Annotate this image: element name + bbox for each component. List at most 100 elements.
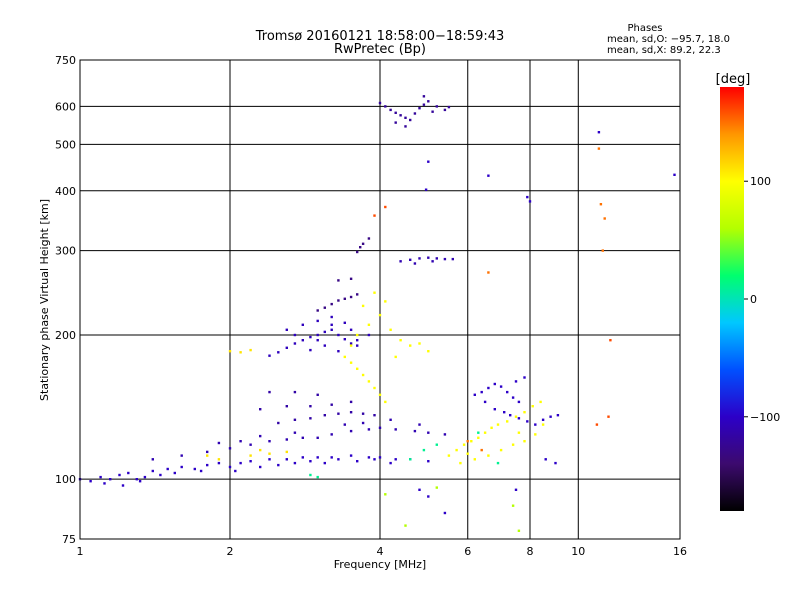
- x-tick-label: 6: [464, 545, 471, 558]
- echo-point: [477, 436, 480, 439]
- echo-point: [285, 458, 288, 461]
- echo-point: [343, 355, 346, 359]
- echo-point: [523, 411, 526, 414]
- echo-point: [373, 386, 376, 390]
- echo-point: [309, 473, 312, 477]
- echo-point: [367, 456, 371, 459]
- echo-point: [378, 101, 382, 105]
- echo-point: [206, 463, 209, 467]
- echo-point: [427, 495, 430, 498]
- echo-point: [316, 319, 319, 323]
- echo-point: [422, 95, 426, 98]
- echo-point: [534, 433, 537, 436]
- echo-point: [499, 385, 503, 388]
- echo-point: [399, 260, 402, 263]
- echo-point: [399, 114, 402, 117]
- echo-point: [418, 342, 421, 345]
- echo-point: [409, 118, 412, 122]
- echo-point: [277, 351, 280, 354]
- echo-point: [511, 443, 515, 446]
- echo-point: [373, 214, 376, 217]
- echo-point: [199, 469, 203, 473]
- x-tick-label: 2: [227, 545, 234, 558]
- echo-point: [138, 480, 142, 483]
- echo-point: [496, 423, 500, 426]
- echo-point: [487, 454, 490, 457]
- echo-point: [259, 408, 262, 411]
- echo-point: [217, 458, 221, 461]
- echo-point: [431, 110, 434, 113]
- echo-point: [443, 108, 447, 112]
- echo-point: [343, 423, 346, 426]
- echo-point: [514, 415, 518, 418]
- echo-point: [477, 431, 480, 434]
- echo-point: [349, 328, 353, 331]
- chart-title: Tromsø 20160121 18:58:00−18:59:43: [255, 29, 505, 44]
- echo-point: [427, 100, 430, 103]
- echo-point: [413, 112, 417, 115]
- echo-point: [359, 246, 362, 249]
- echo-point: [443, 511, 447, 515]
- x-tick-label: 1: [77, 545, 84, 558]
- echo-point: [443, 257, 447, 261]
- echo-point: [323, 344, 326, 347]
- y-axis-ticks: 75 100 200 300 400 500 600 750: [55, 54, 76, 546]
- echo-point: [473, 458, 476, 461]
- echo-point: [239, 351, 242, 354]
- echo-point: [480, 390, 483, 394]
- echo-point: [89, 480, 92, 483]
- echo-point: [418, 423, 421, 426]
- echo-point: [384, 105, 387, 108]
- echo-point: [373, 414, 376, 417]
- echo-point: [361, 304, 365, 308]
- echo-point: [356, 367, 359, 370]
- x-tick-label: 8: [527, 545, 534, 558]
- echo-point: [349, 277, 353, 280]
- colorbar-tick-label: 100: [750, 175, 771, 188]
- echo-point: [367, 380, 371, 383]
- echo-point: [330, 328, 333, 331]
- echo-point: [193, 467, 196, 471]
- echo-point: [427, 350, 430, 353]
- echo-point: [349, 342, 353, 345]
- echo-point: [249, 443, 252, 446]
- x-tick-label: 4: [377, 545, 384, 558]
- echo-point: [487, 271, 490, 274]
- colorbar-label: [deg]: [716, 72, 751, 87]
- echo-point: [526, 195, 529, 199]
- echo-point: [389, 461, 392, 465]
- y-tick-label: 400: [55, 185, 76, 198]
- echo-point: [349, 454, 353, 457]
- y-tick-label: 300: [55, 245, 76, 258]
- echo-point: [239, 461, 242, 465]
- echo-point: [541, 418, 545, 421]
- echo-point: [337, 350, 340, 353]
- echo-point: [330, 456, 333, 459]
- echo-point: [151, 458, 154, 461]
- echo-point: [316, 475, 319, 479]
- echo-point: [514, 488, 518, 491]
- echo-point: [349, 411, 353, 414]
- echo-point: [367, 237, 371, 240]
- echo-point: [418, 107, 421, 110]
- echo-point: [268, 440, 271, 443]
- echo-point: [151, 469, 154, 473]
- phase-stats-x: mean, sd,X: 89.2, 22.3: [607, 45, 721, 56]
- echo-point: [509, 414, 512, 417]
- echo-point: [337, 412, 340, 415]
- echo-point: [455, 448, 458, 452]
- echo-point: [435, 105, 438, 108]
- echo-point: [316, 456, 319, 459]
- echo-point: [447, 105, 451, 109]
- echo-point: [337, 333, 340, 337]
- echo-point: [394, 355, 397, 359]
- echo-point: [528, 200, 532, 203]
- echo-point: [447, 454, 451, 457]
- echo-point: [384, 300, 387, 303]
- echo-point: [487, 386, 490, 390]
- echo-point: [409, 458, 412, 461]
- echo-point: [409, 258, 412, 261]
- echo-point: [427, 256, 430, 259]
- echo-point: [330, 403, 333, 406]
- echo-point: [443, 433, 447, 436]
